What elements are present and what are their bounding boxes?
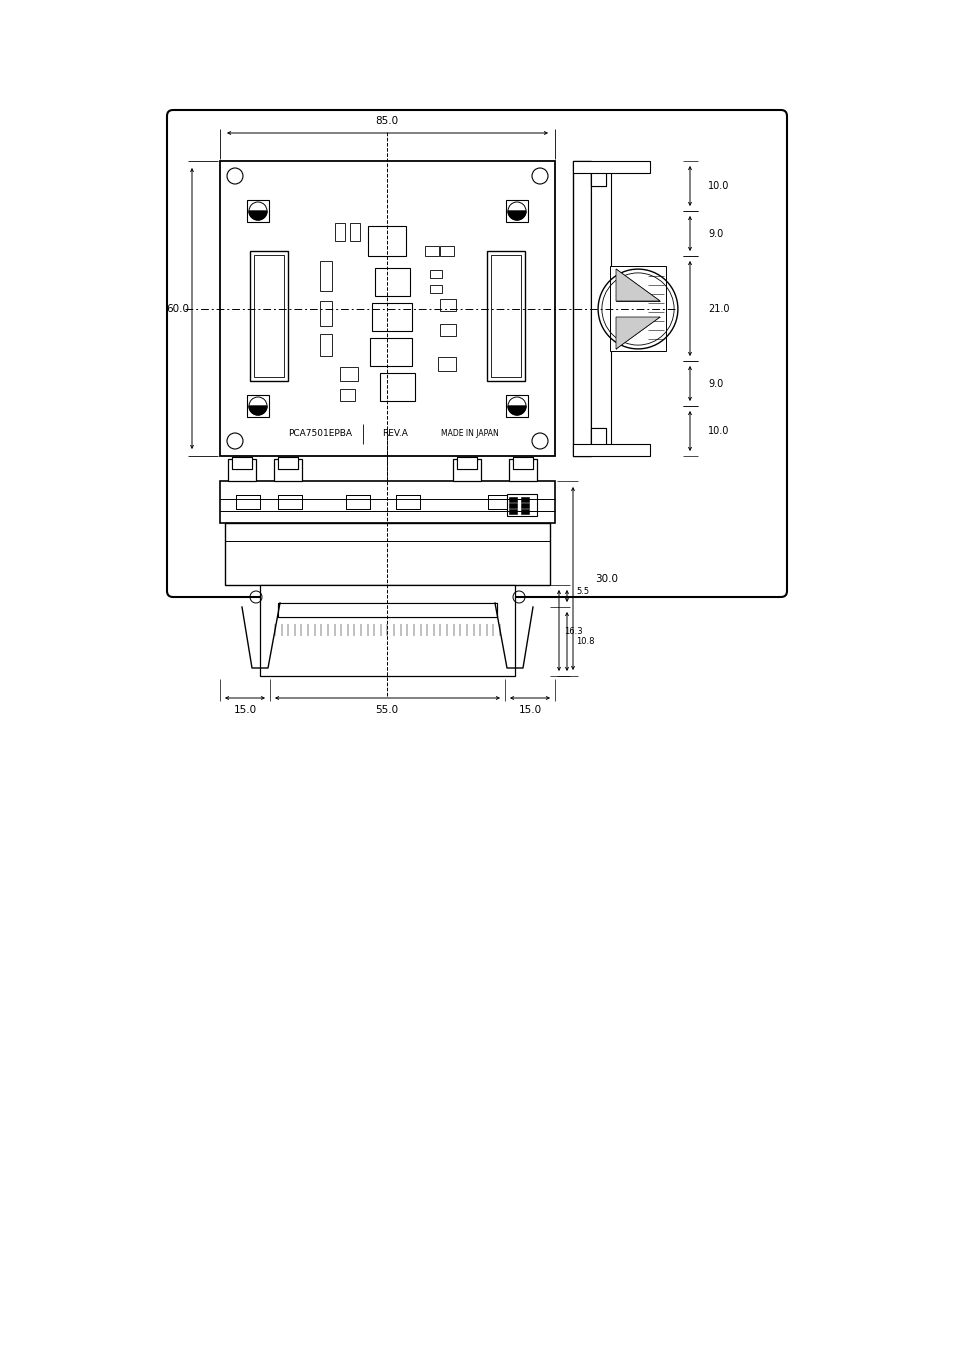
Bar	[573, 161, 649, 173]
Bar	[220, 161, 555, 457]
Bar	[346, 494, 370, 509]
Bar	[513, 457, 533, 469]
Bar	[350, 223, 359, 240]
Bar	[439, 246, 454, 255]
Bar	[573, 161, 590, 457]
Bar	[368, 226, 406, 255]
Bar	[491, 255, 520, 377]
Bar	[235, 494, 260, 509]
Bar	[437, 357, 456, 372]
Bar	[277, 494, 302, 509]
Text: 9.0: 9.0	[707, 230, 722, 239]
Text: 10.0: 10.0	[707, 426, 729, 436]
Bar	[424, 246, 438, 255]
Bar	[456, 457, 476, 469]
Text: 30.0: 30.0	[595, 574, 618, 584]
Text: 9.0: 9.0	[707, 380, 722, 389]
Bar	[274, 459, 302, 481]
Bar	[277, 457, 297, 469]
Polygon shape	[507, 407, 525, 415]
Text: 15.0: 15.0	[517, 705, 541, 715]
Bar	[486, 251, 524, 381]
Text: REV.A: REV.A	[381, 430, 408, 439]
Bar	[430, 285, 441, 293]
Bar	[372, 303, 412, 331]
Bar	[520, 497, 529, 503]
Text: 85.0: 85.0	[375, 116, 398, 126]
Polygon shape	[616, 317, 659, 349]
Bar	[319, 261, 332, 290]
Bar	[488, 494, 512, 509]
Bar	[506, 494, 537, 516]
Text: 60.0: 60.0	[167, 304, 190, 313]
Bar	[220, 481, 555, 523]
Bar	[520, 509, 529, 513]
Bar	[430, 270, 441, 278]
Bar	[520, 503, 529, 508]
Bar	[232, 457, 252, 469]
Bar	[232, 457, 252, 469]
Bar	[260, 585, 515, 676]
Bar	[590, 169, 610, 449]
Bar	[509, 503, 517, 508]
Bar	[488, 494, 512, 509]
Text: 16.3: 16.3	[563, 627, 582, 635]
Bar	[509, 497, 517, 503]
Bar	[339, 367, 357, 381]
Bar	[319, 301, 332, 326]
Bar	[439, 299, 456, 311]
Bar	[590, 428, 605, 449]
Text: 10.0: 10.0	[707, 181, 729, 190]
Bar	[253, 255, 284, 377]
Bar	[247, 200, 269, 222]
Polygon shape	[616, 269, 659, 301]
Text: 10.8: 10.8	[576, 638, 594, 647]
Bar	[513, 457, 533, 469]
Bar	[277, 603, 497, 617]
Bar	[247, 394, 269, 417]
Bar	[225, 523, 550, 585]
Bar	[346, 494, 370, 509]
Bar	[609, 266, 665, 351]
Bar	[453, 459, 480, 481]
Bar	[573, 444, 649, 457]
Bar	[250, 251, 288, 381]
Text: 5.5: 5.5	[576, 586, 589, 596]
Bar	[439, 324, 456, 336]
Bar	[590, 166, 605, 186]
Bar	[228, 459, 255, 481]
Bar	[395, 494, 419, 509]
Bar	[509, 459, 537, 481]
Text: 15.0: 15.0	[233, 705, 256, 715]
Bar	[509, 509, 517, 513]
Bar	[277, 494, 302, 509]
FancyBboxPatch shape	[167, 109, 786, 597]
Bar	[456, 457, 476, 469]
Text: MADE IN JAPAN: MADE IN JAPAN	[440, 430, 498, 439]
Bar	[235, 494, 260, 509]
Text: 21.0: 21.0	[707, 304, 729, 313]
Bar	[395, 494, 419, 509]
Bar	[319, 334, 332, 357]
Text: PCA7501EPBA: PCA7501EPBA	[288, 430, 352, 439]
Bar	[590, 166, 605, 186]
Polygon shape	[249, 211, 267, 220]
Bar	[505, 394, 527, 417]
Polygon shape	[249, 407, 267, 415]
Bar	[339, 389, 355, 401]
Bar	[379, 373, 415, 401]
Text: 55.0: 55.0	[375, 705, 398, 715]
Bar	[277, 457, 297, 469]
Bar	[277, 603, 497, 617]
Bar	[370, 338, 412, 366]
Polygon shape	[507, 211, 525, 220]
Bar	[335, 223, 345, 240]
Bar	[375, 267, 410, 296]
Bar	[590, 428, 605, 449]
Bar	[505, 200, 527, 222]
